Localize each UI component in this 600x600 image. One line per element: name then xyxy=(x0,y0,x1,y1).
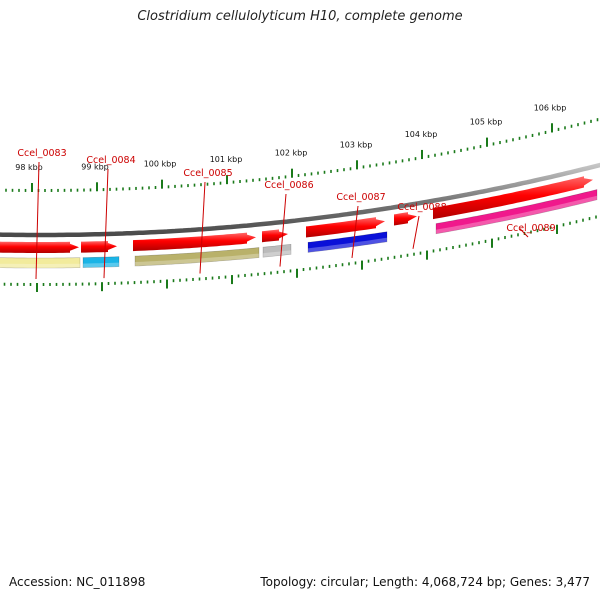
gene-label: Ccel_0086 xyxy=(264,180,313,191)
gene-label: Ccel_0083 xyxy=(17,148,66,159)
cds-arrow xyxy=(306,217,385,238)
accession-text: Accession: NC_011898 xyxy=(9,575,146,589)
gene-label: Ccel_0087 xyxy=(336,192,385,203)
gene-bar-highlight xyxy=(83,262,119,268)
gene-bar xyxy=(307,231,388,253)
gene-label: Ccel_0089 xyxy=(506,223,555,234)
gene-bar xyxy=(262,243,292,258)
gene-bar xyxy=(82,256,120,268)
scale-label: 100 kbp xyxy=(144,160,177,169)
scale-label: 104 kbp xyxy=(405,130,438,139)
gene-bar xyxy=(0,257,81,269)
gene-bar-highlight xyxy=(135,253,259,266)
cds-arrow xyxy=(394,212,417,226)
cds-arrow xyxy=(0,241,79,253)
gene-bar-highlight xyxy=(0,263,80,268)
scale-label: 102 kbp xyxy=(275,149,308,158)
cds-arrow xyxy=(81,241,117,253)
gene-label: Ccel_0085 xyxy=(183,168,232,179)
label-leader xyxy=(35,161,40,280)
cds-arrow xyxy=(433,176,593,220)
scale-label: 99 kbp xyxy=(81,162,109,171)
cds-arrow xyxy=(133,232,256,252)
label-leader xyxy=(351,205,359,258)
scale-labels: 98 kbp 99 kbp 100 kbp 101 kbp 102 kbp 103 kbp… xyxy=(15,103,566,172)
gene-bar-highlight xyxy=(436,195,597,234)
scale-label: 103 kbp xyxy=(340,140,373,149)
cds-arrow xyxy=(262,229,288,243)
scale-label: 101 kbp xyxy=(210,155,243,164)
upper-tick-track xyxy=(3,215,597,292)
label-leader xyxy=(103,168,109,279)
gene-labels: Ccel_0083 Ccel_0084 Ccel_0085 Ccel_0086 Ccel… xyxy=(17,148,556,280)
gene-bar-highlight xyxy=(263,250,291,258)
topology-text: Topology: circular; Length: 4,068,724 bp… xyxy=(260,575,590,589)
gene-label: Ccel_0084 xyxy=(86,155,135,166)
label-leader xyxy=(519,228,529,238)
map-title: Clostridium cellulolyticum H10, complete… xyxy=(137,9,463,24)
gene-label: Ccel_0088 xyxy=(397,202,446,213)
label-leader xyxy=(279,193,287,267)
scale-label: 105 kbp xyxy=(470,118,503,127)
label-leader xyxy=(199,181,206,274)
genome-backbone xyxy=(0,162,600,238)
gene-bar xyxy=(134,247,260,267)
scale-label: 98 kbp xyxy=(15,163,43,172)
gene-color-track xyxy=(0,189,598,269)
cds-arrow-track xyxy=(0,176,593,253)
label-leader xyxy=(412,215,420,249)
gene-bar-highlight xyxy=(308,237,387,253)
scale-label: 106 kbp xyxy=(534,103,567,112)
gene-bar xyxy=(435,189,598,235)
lower-tick-track xyxy=(5,118,599,192)
